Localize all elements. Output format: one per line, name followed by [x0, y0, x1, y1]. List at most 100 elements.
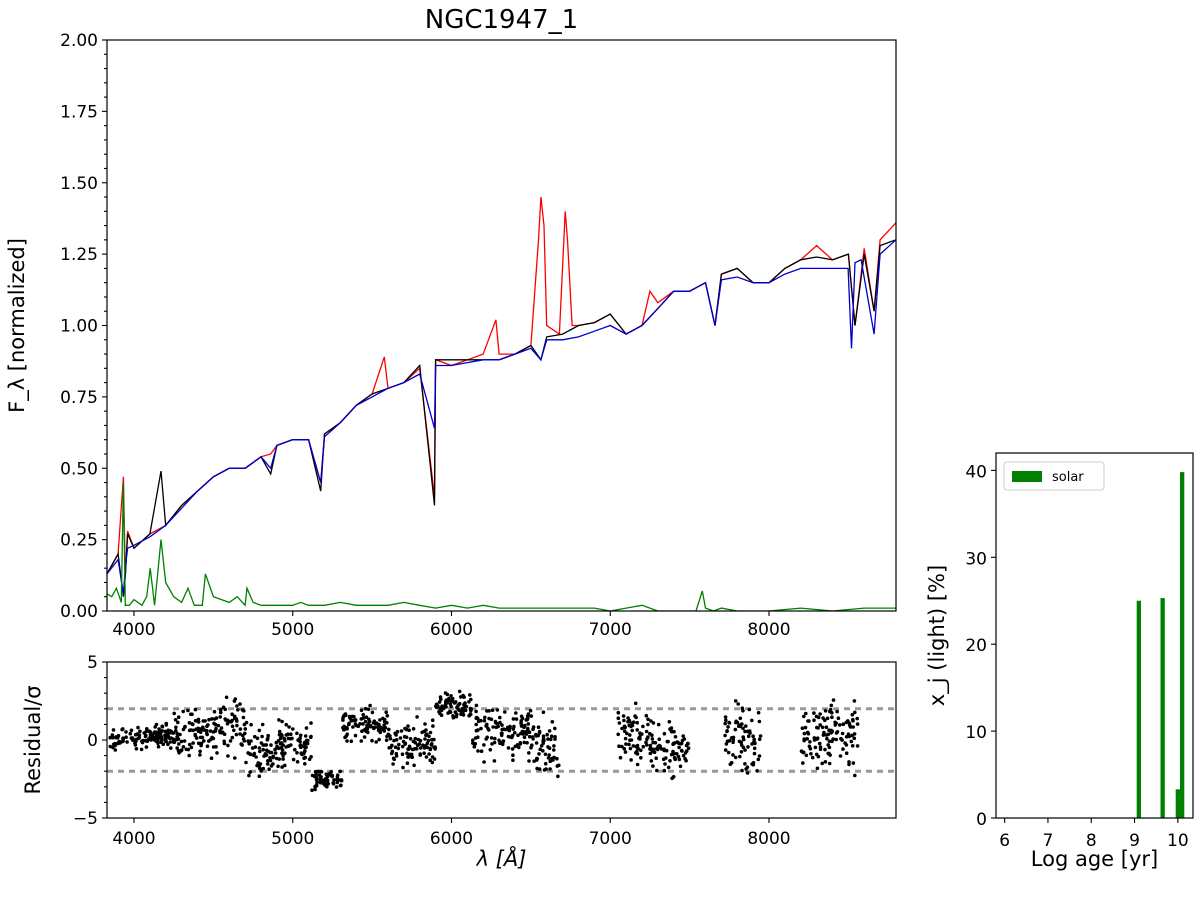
residual-point	[472, 744, 477, 749]
residual-point	[541, 749, 545, 753]
residual-point	[494, 721, 498, 725]
residual-point	[528, 708, 533, 713]
residual-point	[225, 721, 230, 726]
residual-point	[552, 744, 556, 748]
residual-point	[847, 734, 852, 739]
residual-point	[677, 745, 681, 750]
residual-point	[527, 751, 531, 755]
residual-point	[226, 754, 230, 758]
legend-swatch	[1012, 471, 1042, 482]
residual-point	[639, 748, 643, 753]
y-tick-label: 0.75	[60, 388, 98, 408]
residual-point	[411, 727, 416, 731]
residual-point	[327, 772, 332, 776]
residual-point	[224, 695, 229, 700]
residual-point	[751, 734, 755, 738]
residual-point	[671, 775, 676, 779]
residual-point	[405, 761, 410, 765]
residual-point	[744, 767, 748, 771]
residual-point	[193, 719, 198, 723]
residual-point	[635, 743, 640, 748]
residual-point	[181, 709, 185, 714]
residual-point	[451, 714, 455, 718]
residual-point	[175, 746, 179, 750]
residual-point	[683, 751, 688, 755]
residual-point	[625, 731, 629, 736]
residual-point	[277, 729, 282, 734]
residual-point	[139, 747, 144, 752]
residual-point	[635, 728, 639, 732]
residual-point	[823, 709, 828, 713]
residual-point	[526, 728, 530, 732]
residual-point	[280, 719, 284, 724]
residual-point	[303, 755, 308, 760]
residual-point	[428, 758, 433, 762]
x-tick-label: 8	[1086, 831, 1097, 851]
residual-point	[503, 710, 507, 714]
residual-point	[222, 741, 227, 746]
residual-point	[630, 728, 634, 733]
residual-point	[431, 724, 435, 728]
residual-point	[755, 769, 759, 773]
residual-point	[353, 718, 358, 722]
residual-point	[824, 733, 829, 737]
residual-point	[468, 706, 473, 711]
residual-point	[418, 746, 423, 750]
residual-point	[522, 740, 526, 745]
residual-point	[549, 734, 554, 738]
age-bars	[1136, 472, 1185, 818]
residual-point	[179, 739, 184, 744]
residual-point	[490, 708, 495, 712]
residual-point	[617, 721, 622, 725]
residual-point	[138, 729, 142, 734]
y-tick-label: 0.00	[60, 602, 98, 622]
residual-point	[476, 749, 480, 753]
residual-point	[136, 725, 140, 730]
residual-point	[746, 734, 751, 738]
residual-point	[524, 718, 528, 722]
residual-point	[667, 720, 672, 724]
residual-point	[827, 739, 832, 744]
residual-point	[518, 742, 522, 746]
residual-point	[447, 696, 451, 701]
residual-point	[368, 703, 372, 708]
residual-point	[662, 747, 666, 751]
residual-point	[283, 763, 287, 768]
residual-point	[218, 707, 223, 712]
residual-point	[143, 734, 148, 739]
age-ylabel: x_j (light) [%]	[925, 565, 950, 706]
residual-point	[432, 737, 436, 742]
residual-point	[536, 733, 540, 738]
residual-point	[526, 712, 531, 716]
residual-point	[268, 756, 272, 760]
residual-point	[430, 755, 435, 759]
residual-point	[213, 729, 217, 733]
residual-point	[646, 722, 650, 727]
residual-point	[212, 721, 216, 726]
residual-point	[243, 727, 248, 731]
residual-point	[841, 747, 845, 751]
residual-point	[629, 738, 634, 742]
residual-point	[434, 704, 438, 709]
residual-point	[304, 726, 309, 730]
residual-point	[114, 735, 119, 740]
residual-point	[646, 717, 650, 722]
residual-point	[723, 748, 728, 752]
x-tick-label: 4000	[112, 829, 155, 849]
residual-point	[650, 749, 655, 754]
residual-point	[226, 743, 230, 748]
residual-point	[624, 742, 628, 746]
residual-point	[752, 751, 757, 756]
x-tick-label: 7000	[589, 829, 632, 849]
residual-point	[361, 722, 365, 726]
residual-point	[635, 720, 639, 725]
residual-point	[130, 738, 135, 742]
residual-point	[374, 740, 379, 744]
residual-point	[800, 726, 805, 730]
residual-point	[110, 733, 115, 737]
residual-point	[506, 746, 511, 750]
residual-point	[298, 733, 303, 738]
residual-point	[163, 734, 167, 738]
residual-point	[394, 751, 399, 756]
residual-point	[498, 715, 502, 720]
